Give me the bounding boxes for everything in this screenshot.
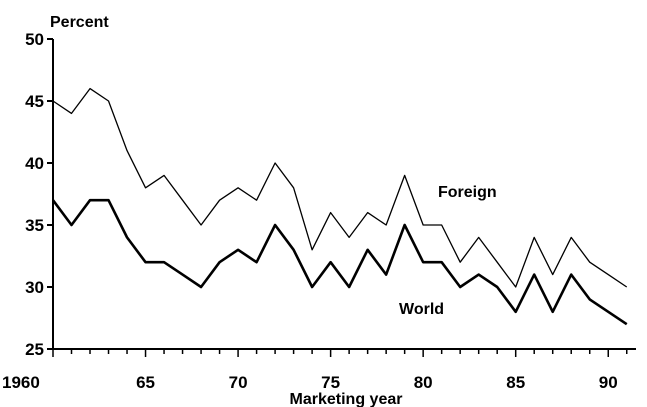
series-lines [51, 87, 628, 326]
x-axis-title: Marketing year [290, 391, 403, 407]
x-tick-label: 70 [229, 373, 248, 392]
x-tick-label: 85 [506, 373, 525, 392]
series-line-foreign [52, 87, 628, 288]
x-tick-label: 1960 [2, 373, 40, 392]
x-tick-label: 90 [599, 373, 618, 392]
y-tick-label: 40 [25, 154, 44, 173]
y-tick-label: 35 [25, 216, 44, 235]
axes [52, 39, 636, 350]
y-tick-label: 25 [25, 340, 44, 359]
y-tick-label: 50 [25, 30, 44, 49]
y-tick-label: 45 [25, 92, 44, 111]
series-line-world [51, 198, 628, 326]
x-axis-ticks: 1960 65 70 75 80 85 90 [2, 349, 628, 392]
series-label-world: World [399, 301, 444, 318]
x-tick-label: 80 [414, 373, 433, 392]
y-axis-ticks: 25 30 35 40 45 50 [25, 30, 53, 359]
x-tick-label: 65 [136, 373, 155, 392]
y-tick-label: 30 [25, 278, 44, 297]
series-label-foreign: Foreign [438, 184, 497, 201]
y-axis-title: Percent [50, 14, 109, 31]
x-tick-label: 75 [321, 373, 340, 392]
